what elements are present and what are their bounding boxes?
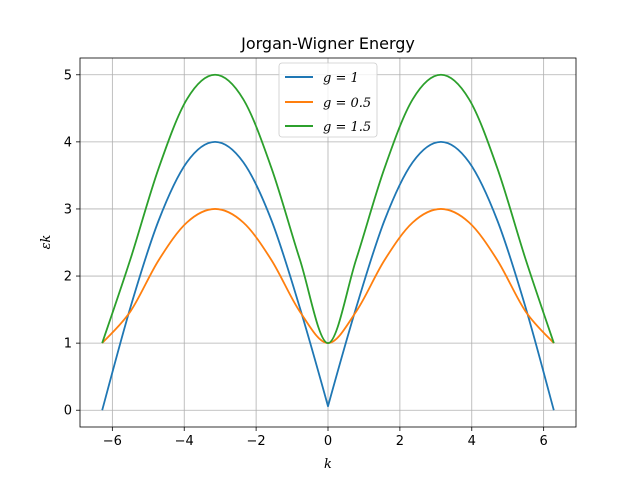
- y-tick-label: 4: [64, 135, 72, 150]
- x-axis-label: k: [324, 457, 332, 472]
- y-axis-ticks: 0 1 2 3 4 5: [64, 68, 80, 419]
- y-tick-label: 2: [64, 270, 72, 285]
- series-line-g1-5: [101, 73, 555, 345]
- legend-label-g0-5: g = 0.5: [323, 96, 371, 111]
- x-tick-label: −6: [103, 434, 122, 449]
- legend-label-g1-5: g = 1.5: [323, 120, 371, 135]
- legend-label-g1: g = 1: [323, 71, 359, 86]
- x-tick-label: 6: [540, 434, 548, 449]
- legend-box: [278, 62, 378, 138]
- legend: g = 1 g = 0.5 g = 1.5: [278, 62, 378, 138]
- grid: [80, 58, 576, 427]
- y-tick-label: 0: [64, 404, 72, 419]
- series-line-g1: [101, 140, 555, 411]
- x-tick-label: 2: [396, 434, 404, 449]
- y-tick-label: 3: [64, 202, 72, 217]
- chart-title: Jorgan-Wigner Energy: [240, 34, 415, 53]
- y-tick-label: 1: [64, 337, 72, 352]
- x-tick-label: 4: [468, 434, 476, 449]
- series-layer: [101, 73, 555, 411]
- x-tick-label: −2: [247, 434, 266, 449]
- x-tick-label: −4: [175, 434, 194, 449]
- y-tick-label: 5: [64, 68, 72, 83]
- y-axis-label: εk: [39, 234, 54, 249]
- x-tick-label: 0: [324, 434, 332, 449]
- x-axis-ticks: −6 −4 −2 0 2 4 6: [103, 427, 548, 449]
